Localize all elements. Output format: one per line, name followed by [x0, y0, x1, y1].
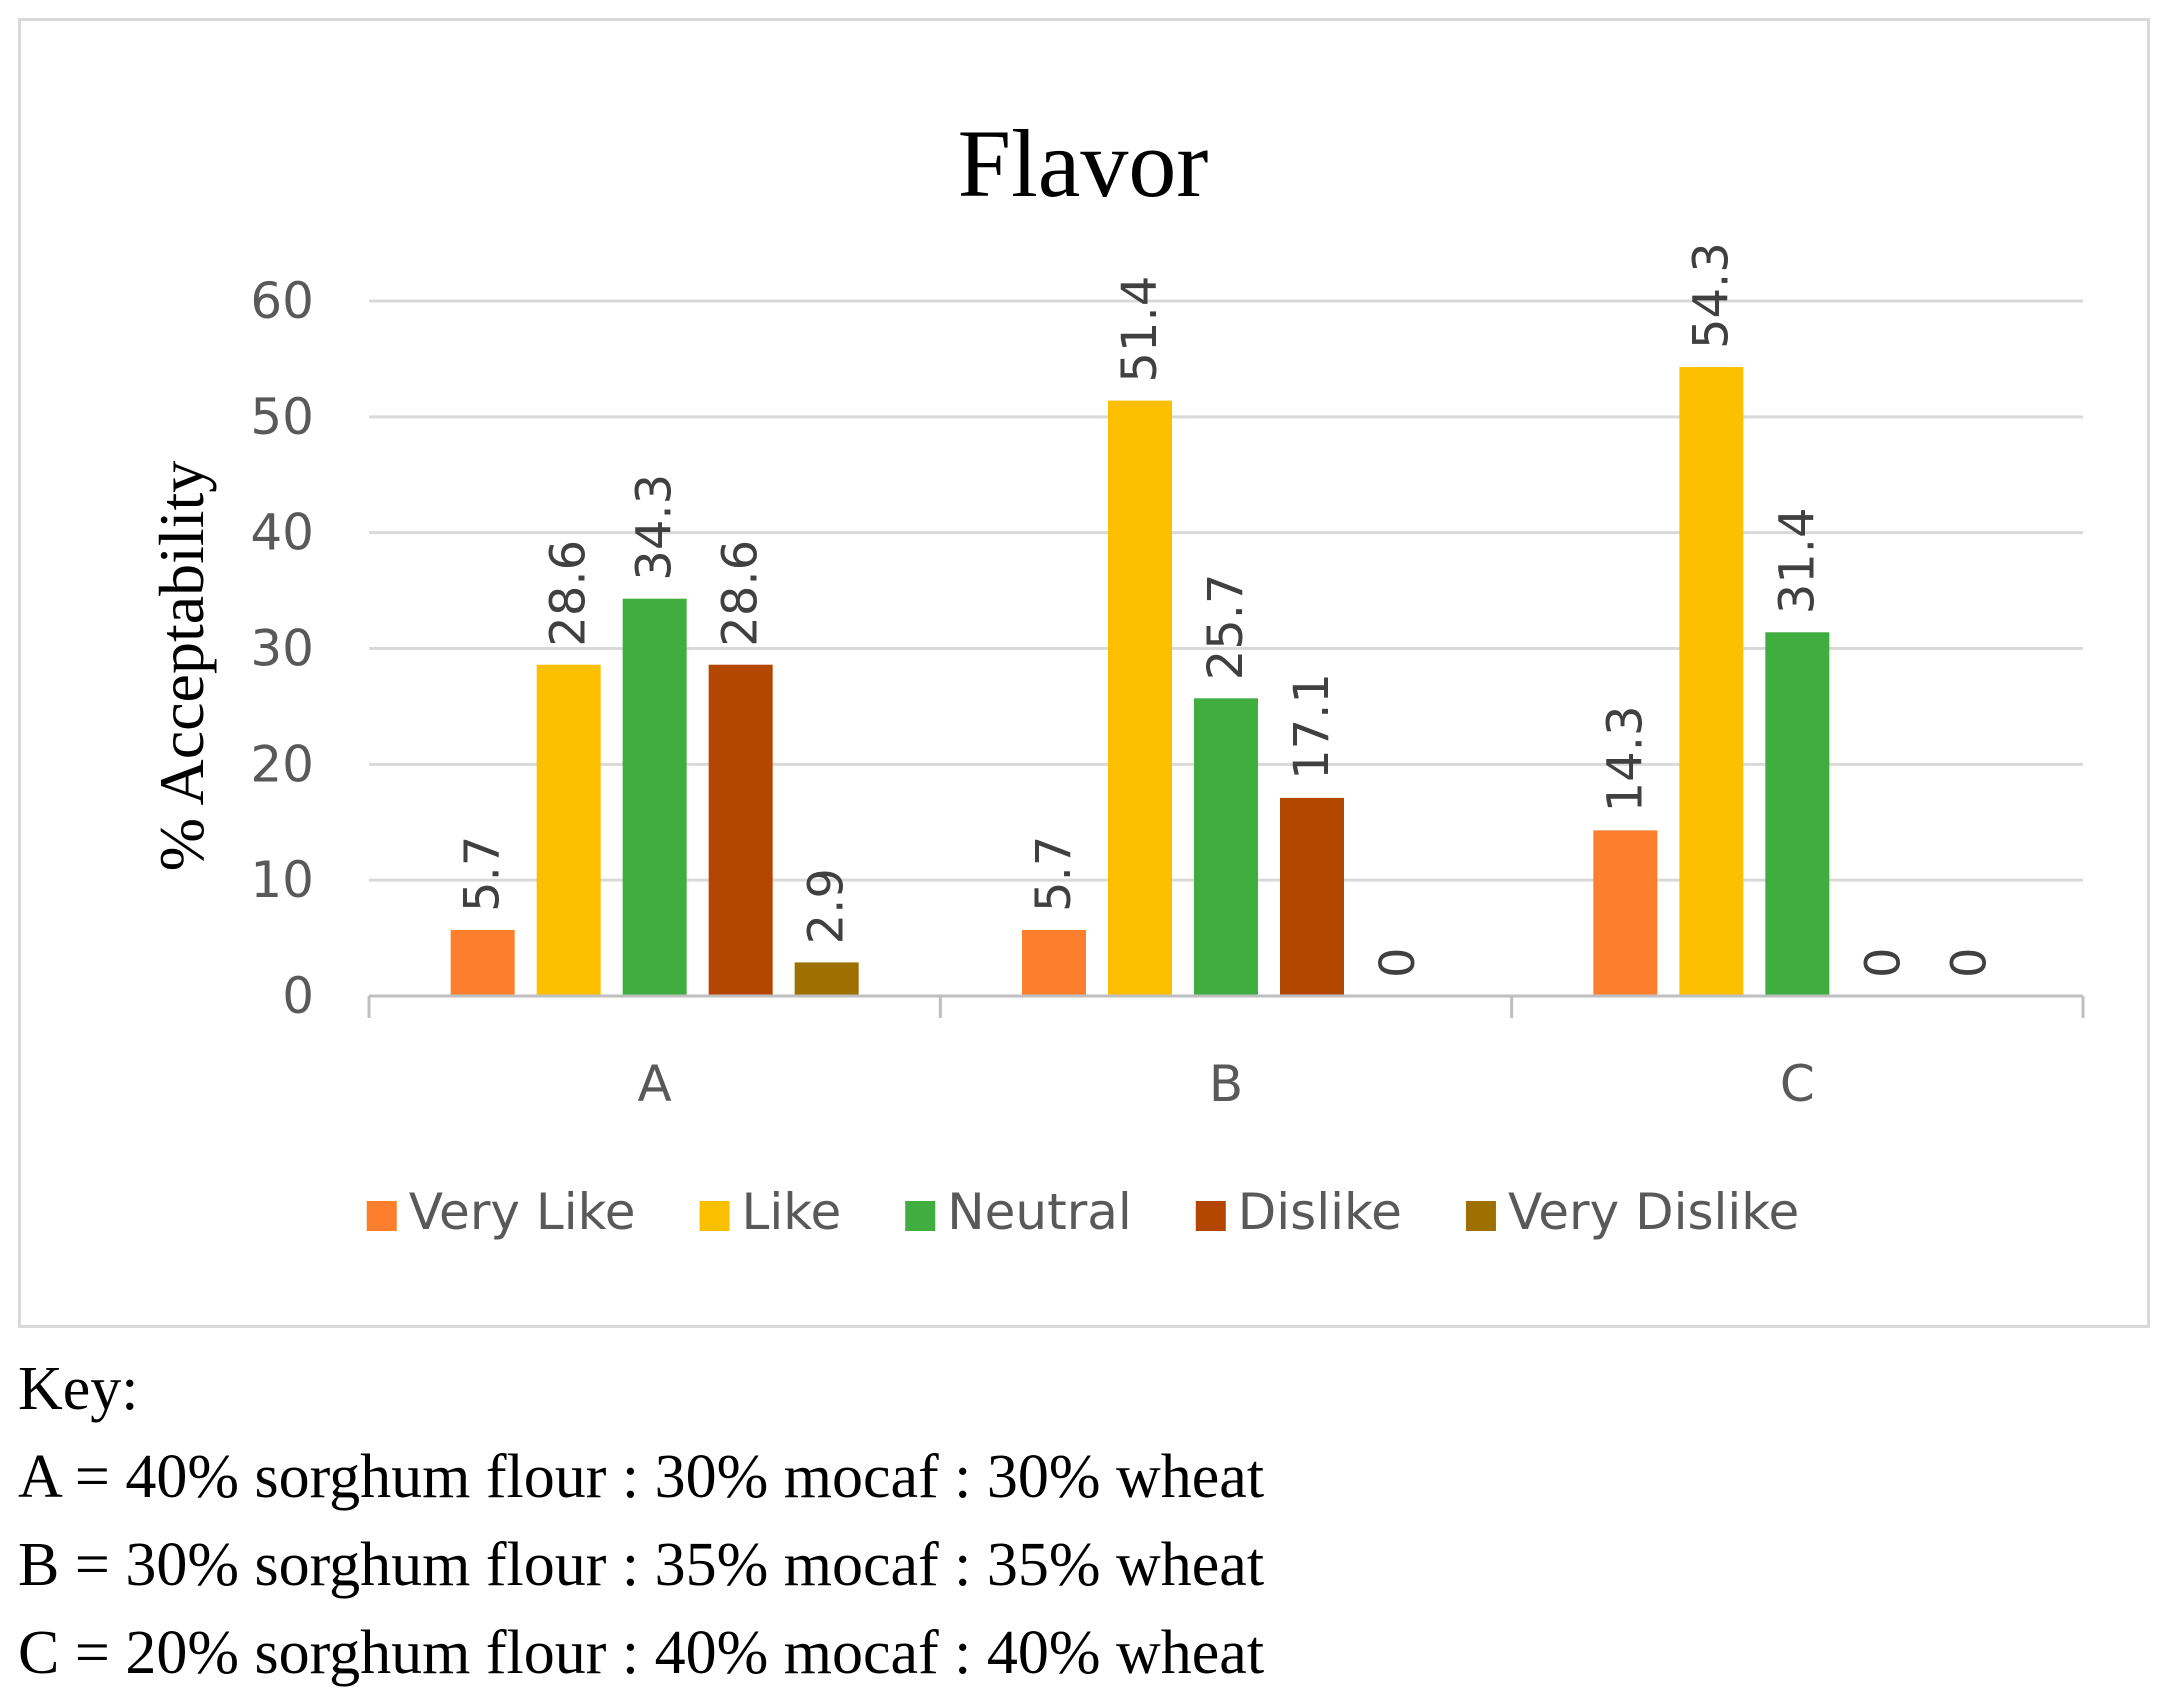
data-label: 0: [1855, 947, 1911, 978]
bar-like-b: [1108, 400, 1172, 996]
legend-swatch-very-like: [366, 1201, 397, 1231]
legend-label: Like: [742, 1183, 842, 1241]
data-label: 54.3: [1683, 242, 1739, 349]
data-label: 2.9: [799, 868, 855, 944]
axis-layer: 0 10 20 30 40 50 60 A B C: [250, 272, 2085, 1113]
data-label: 51.4: [1112, 276, 1168, 383]
legend-label: Neutral: [947, 1183, 1132, 1241]
x-tick-label: B: [1209, 1055, 1243, 1113]
data-label: 5.7: [1026, 836, 1082, 912]
chart-frame: Flavor % Acceptability 5.7 28.6 34.3 28.6 2.…: [18, 18, 2150, 1328]
label-layer: 5.7 28.6 34.3 28.6 2.9 5.7 51.4 25.7 17.1 0 14.3 54…: [455, 242, 1998, 978]
bar-like-c: [1679, 367, 1744, 996]
data-label: 17.1: [1284, 673, 1340, 780]
data-label: 14.3: [1597, 705, 1653, 812]
legend-label: Very Like: [409, 1183, 636, 1241]
legend-label: Dislike: [1238, 1183, 1402, 1241]
y-axis-label: % Acceptability: [146, 461, 217, 872]
data-label: 5.7: [455, 836, 511, 912]
bar-very-like-c: [1593, 830, 1658, 996]
y-tick-label: 20: [250, 735, 314, 793]
y-tick-label: 60: [250, 272, 314, 330]
y-tick-label: 40: [250, 504, 314, 562]
key-title: Key:: [18, 1355, 139, 1423]
data-label: 31.4: [1769, 507, 1825, 614]
legend-swatch-neutral: [905, 1201, 936, 1231]
bar-very-dislike-a: [794, 962, 859, 996]
y-tick-label: 50: [250, 388, 314, 446]
y-tick-label: 30: [250, 620, 314, 678]
bar-neutral-c: [1765, 632, 1830, 996]
legend-swatch-dislike: [1195, 1201, 1226, 1231]
data-label: 25.7: [1198, 573, 1254, 680]
legend-swatch-like: [699, 1201, 730, 1231]
key-line-c: C = 20% sorghum flour : 40% mocaf : 40% …: [18, 1619, 1265, 1687]
x-tick-label: A: [638, 1055, 672, 1113]
key-block: Key: A = 40% sorghum flour : 30% mocaf :…: [18, 1345, 1264, 1697]
data-label: 0: [1370, 947, 1426, 978]
bar-dislike-b: [1280, 797, 1344, 996]
data-label: 28.6: [713, 540, 769, 647]
data-label: 34.3: [627, 474, 683, 581]
chart-title: Flavor: [958, 110, 1209, 217]
chart-svg: Flavor % Acceptability 5.7 28.6 34.3 28.6 2.…: [146, 110, 2085, 1241]
y-tick-label: 10: [250, 851, 314, 909]
bar-very-like-b: [1022, 929, 1086, 996]
legend-swatch-very-dislike: [1465, 1201, 1496, 1231]
y-tick-label: 0: [282, 967, 314, 1025]
bar-like-a: [536, 664, 601, 996]
legend: Very Like Like Neutral Dislike Very Dislike: [366, 1183, 1799, 1241]
bar-neutral-a: [622, 598, 687, 996]
data-label: 28.6: [541, 540, 597, 647]
bar-layer: [450, 367, 1830, 996]
data-label: 0: [1941, 947, 1997, 978]
key-line-b: B = 30% sorghum flour : 35% mocaf : 35% …: [18, 1531, 1265, 1599]
legend-label: Very Dislike: [1508, 1183, 1799, 1241]
key-line-a: A = 40% sorghum flour : 30% mocaf : 30% …: [18, 1443, 1265, 1511]
bar-very-like-a: [450, 929, 515, 996]
x-tick-label: C: [1780, 1055, 1815, 1113]
bar-dislike-a: [708, 664, 773, 996]
bar-neutral-b: [1194, 698, 1258, 996]
